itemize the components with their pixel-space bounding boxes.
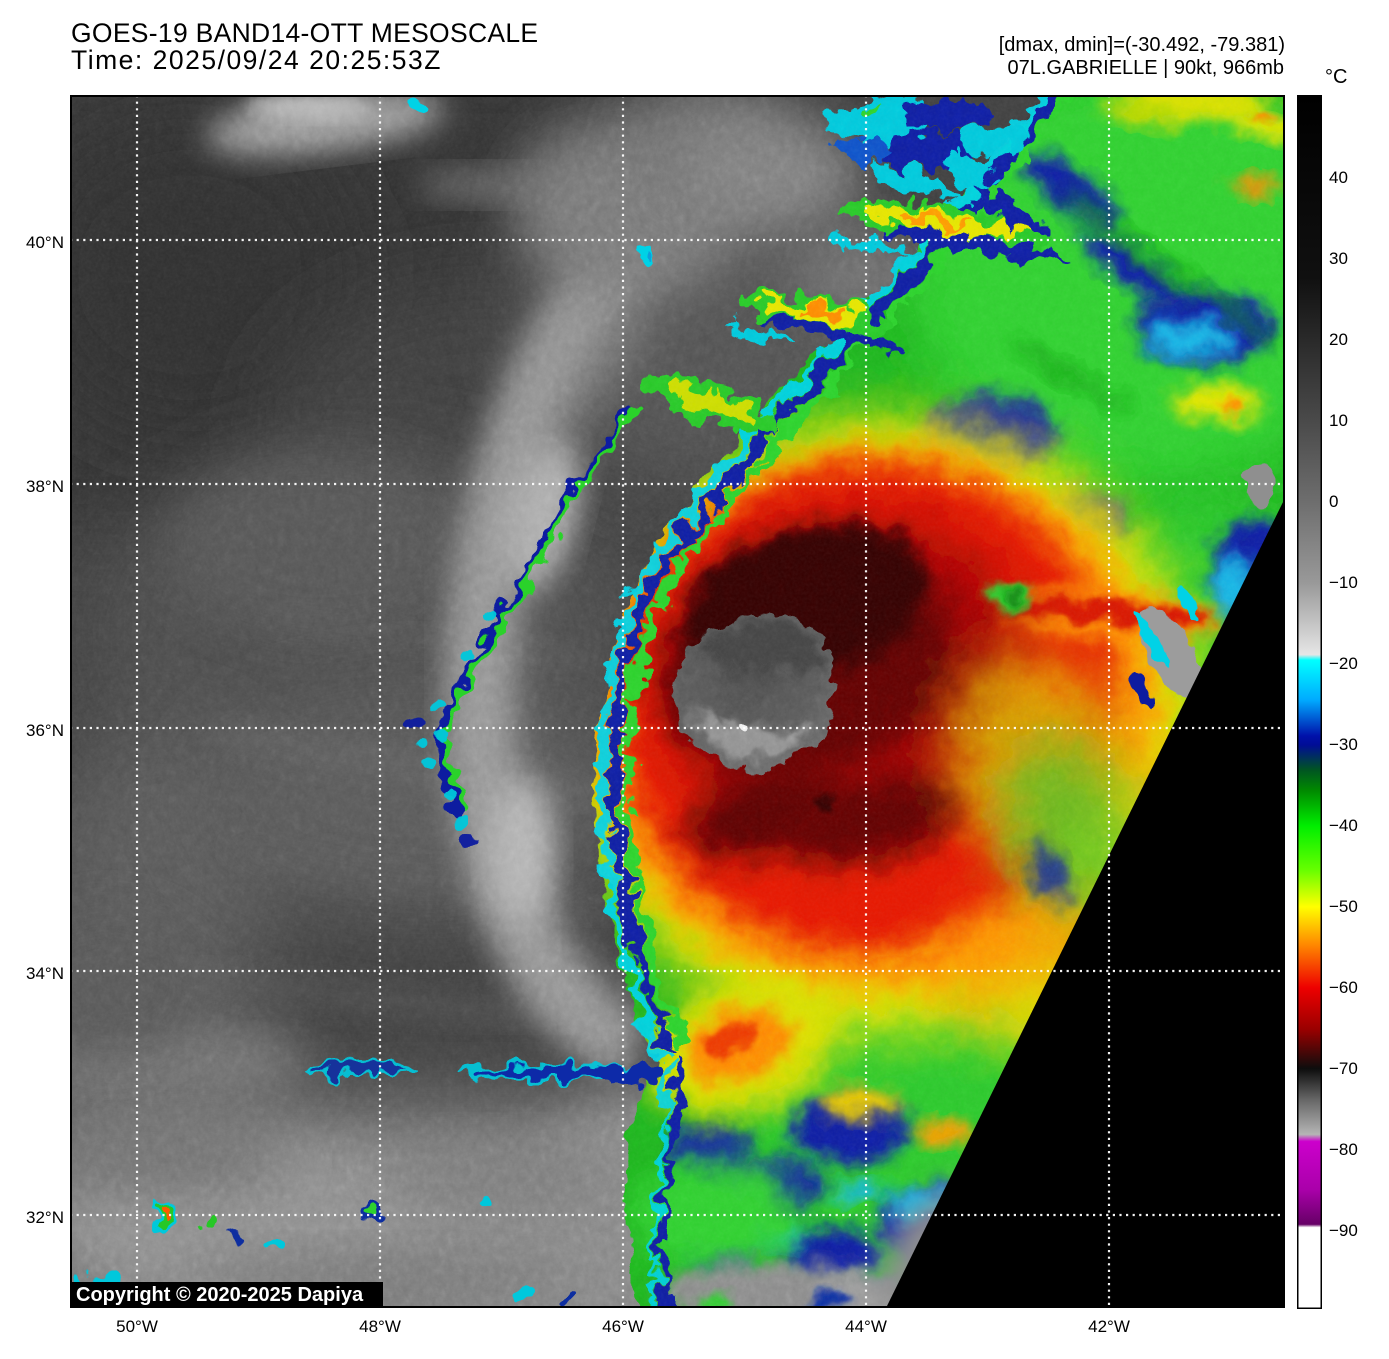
svg-text:Copyright © 2020-2025 Dapiya: Copyright © 2020-2025 Dapiya	[76, 1284, 364, 1306]
